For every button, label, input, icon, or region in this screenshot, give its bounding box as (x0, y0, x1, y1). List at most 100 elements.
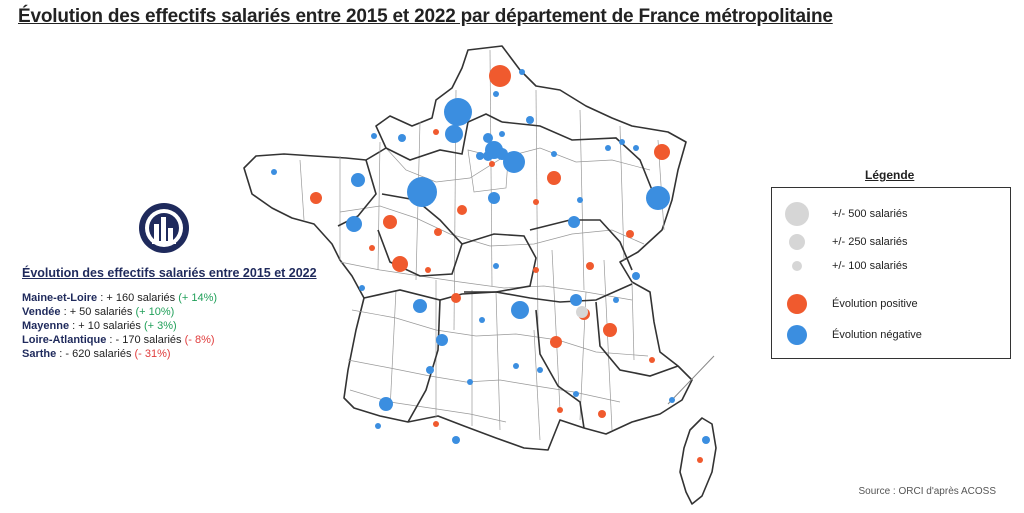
dept-name: Sarthe (22, 348, 57, 360)
negative-bubble (568, 216, 580, 228)
positive-bubble (369, 245, 375, 251)
legend-label-positive: Évolution positive (832, 298, 918, 310)
negative-bubble (476, 152, 484, 160)
negative-bubble (632, 272, 640, 280)
orci-logo (139, 203, 189, 253)
dept-name: Loire-Atlantique (22, 334, 107, 346)
negative-bubble (479, 317, 485, 323)
size-circle-500 (785, 202, 809, 226)
negative-bubble (379, 397, 393, 411)
negative-bubble (444, 98, 472, 126)
dept-percent: (+ 14%) (178, 292, 218, 304)
mainland-outline (243, 45, 693, 451)
summary-row: Sarthe : - 620 salariés (- 31%) (22, 347, 322, 361)
positive-bubble (392, 256, 408, 272)
positive-bubble (603, 323, 617, 337)
positive-bubble (697, 457, 703, 463)
positive-bubble (550, 336, 562, 348)
dept-percent: (- 8%) (184, 334, 215, 346)
summary-heading: Évolution des effectifs salariés entre 2… (22, 266, 317, 280)
negative-bubble (511, 301, 529, 319)
dept-name: Vendée (22, 306, 61, 318)
positive-bubble (457, 205, 467, 215)
positive-bubble (433, 421, 439, 427)
negative-bubble (426, 366, 434, 374)
corsica-inset-line (667, 355, 715, 405)
negative-bubble (503, 151, 525, 173)
positive-bubble (533, 199, 539, 205)
positive-bubble (489, 161, 495, 167)
dept-value: : - 620 salariés (56, 348, 135, 360)
negative-bubble (537, 367, 543, 373)
legend-box: +/- 500 salariés +/- 250 salariés +/- 10… (771, 187, 1011, 359)
negative-bubble (371, 133, 377, 139)
dept-percent: (+ 10%) (135, 306, 175, 318)
negative-bubble (452, 436, 460, 444)
legend-title: Légende (865, 168, 915, 182)
negative-bubble (467, 379, 473, 385)
negative-bubble (573, 391, 579, 397)
positive-bubble (489, 65, 511, 87)
positive-bubble (626, 230, 634, 238)
dept-value: : + 10 salariés (69, 320, 144, 332)
neutral-bubble (576, 306, 588, 318)
negative-bubble (619, 139, 625, 145)
negative-bubble (407, 177, 437, 207)
positive-circle (787, 294, 807, 314)
negative-circle (787, 325, 807, 345)
positive-bubble (433, 129, 439, 135)
negative-bubble (526, 116, 534, 124)
negative-bubble (513, 363, 519, 369)
legend-label-negative: Évolution négative (832, 329, 922, 341)
negative-bubble (570, 294, 582, 306)
negative-bubble (669, 397, 675, 403)
positive-bubble (451, 293, 461, 303)
positive-bubble (383, 215, 397, 229)
summary-list: Maine-et-Loire : + 160 salariés (+ 14%) V… (22, 291, 322, 361)
dept-value: : - 170 salariés (106, 334, 185, 346)
negative-bubble (271, 169, 277, 175)
negative-bubble (605, 145, 611, 151)
negative-bubble (398, 134, 406, 142)
negative-bubble (613, 297, 619, 303)
positive-bubble (557, 407, 563, 413)
legend-size-100: +/- 100 salariés (772, 260, 908, 272)
size-circle-250 (789, 234, 805, 250)
positive-bubble (310, 192, 322, 204)
negative-bubble (483, 151, 493, 161)
department-summary-panel: Évolution des effectifs salariés entre 2… (22, 266, 322, 361)
negative-bubble (346, 216, 362, 232)
negative-bubble (488, 192, 500, 204)
positive-bubble (598, 410, 606, 418)
negative-bubble (646, 186, 670, 210)
positive-bubble (649, 357, 655, 363)
positive-bubble (434, 228, 442, 236)
negative-bubble (499, 131, 505, 137)
negative-bubble (551, 151, 557, 157)
positive-bubble (533, 267, 539, 273)
negative-bubble (519, 69, 525, 75)
negative-bubble (359, 285, 365, 291)
negative-bubble (375, 423, 381, 429)
negative-bubble (493, 91, 499, 97)
legend-positive: Évolution positive (772, 294, 918, 314)
dept-name: Mayenne (22, 320, 70, 332)
negative-bubble (633, 145, 639, 151)
department-bubbles (271, 65, 710, 463)
negative-bubble (436, 334, 448, 346)
source-note: Source : ORCI d'après ACOSS (858, 486, 996, 497)
positive-bubble (586, 262, 594, 270)
negative-bubble (493, 263, 499, 269)
legend-size-500: +/- 500 salariés (772, 202, 908, 226)
france-outline (243, 45, 717, 505)
legend-label-100: +/- 100 salariés (832, 260, 908, 272)
positive-bubble (654, 144, 670, 160)
negative-bubble (445, 125, 463, 143)
legend-negative: Évolution négative (772, 325, 922, 345)
negative-bubble (483, 133, 493, 143)
dept-value: : + 160 salariés (97, 292, 179, 304)
positive-bubble (547, 171, 561, 185)
dept-name: Maine-et-Loire (22, 292, 98, 304)
summary-row: Vendée : + 50 salariés (+ 10%) (22, 305, 322, 319)
summary-row: Mayenne : + 10 salariés (+ 3%) (22, 319, 322, 333)
